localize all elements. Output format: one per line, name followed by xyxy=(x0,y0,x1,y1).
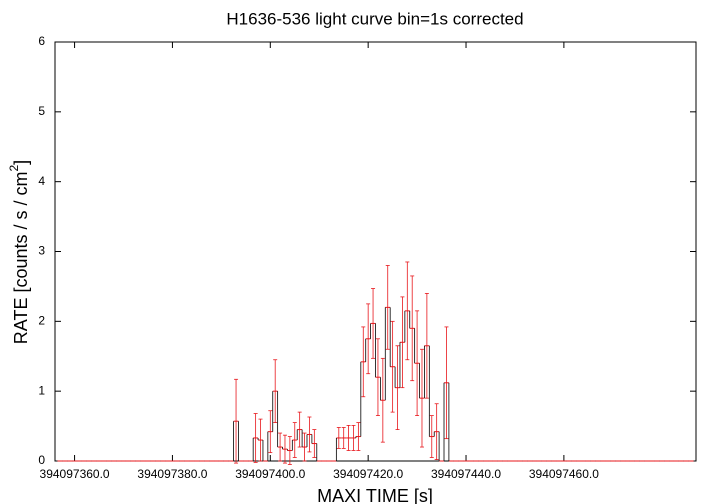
data-point xyxy=(399,296,405,389)
data-point xyxy=(365,303,371,375)
data-point xyxy=(424,292,430,399)
data-point xyxy=(385,265,391,350)
x-axis-label: MAXI TIME [s] xyxy=(317,486,433,504)
data-point xyxy=(292,422,298,458)
data-point xyxy=(419,348,425,448)
data-point xyxy=(404,261,410,361)
x-tick-label: 394097380.0 xyxy=(137,467,207,481)
data-point xyxy=(355,422,361,451)
data-point xyxy=(370,288,376,359)
y-tick-label: 5 xyxy=(38,104,45,118)
data-point xyxy=(233,378,239,464)
data-point xyxy=(258,418,263,462)
y-axis-label: RATE [counts / s / cm2] xyxy=(7,160,31,344)
data-point xyxy=(336,427,342,449)
data-point xyxy=(395,345,400,430)
x-tick-label: 394097440.0 xyxy=(431,467,501,481)
chart-title: H1636-536 light curve bin=1s corrected xyxy=(226,9,523,28)
data-point xyxy=(409,275,415,382)
data-point xyxy=(297,411,303,448)
y-axis-label-main: RATE [counts / s / cm xyxy=(11,171,31,344)
data-point xyxy=(380,357,386,443)
data-point xyxy=(351,424,356,451)
x-tick-label: 394097460.0 xyxy=(529,467,599,481)
data-point xyxy=(287,436,293,465)
data-point xyxy=(360,326,366,398)
y-tick-label: 1 xyxy=(38,383,45,397)
data-point xyxy=(444,326,449,440)
data-point xyxy=(306,416,312,453)
data-point xyxy=(267,410,273,454)
plot-frame xyxy=(54,41,697,462)
data-point xyxy=(311,429,317,458)
y-tick-label: 3 xyxy=(38,244,45,258)
x-tick-label: 394097400.0 xyxy=(235,467,305,481)
data-point xyxy=(272,359,278,423)
data-point xyxy=(390,320,396,413)
data-point xyxy=(434,403,440,461)
data-point xyxy=(375,338,381,417)
x-tick-label: 394097360.0 xyxy=(40,467,110,481)
x-tick-label: 394097420.0 xyxy=(333,467,403,481)
data-point xyxy=(346,424,352,451)
y-tick-label: 2 xyxy=(38,314,45,328)
data-point xyxy=(302,432,307,462)
y-axis-label-end: ] xyxy=(11,160,31,165)
y-tick-label: 6 xyxy=(38,34,45,48)
data-point xyxy=(414,310,420,417)
y-tick-label: 0 xyxy=(38,453,45,467)
data-point xyxy=(341,427,347,449)
data-point xyxy=(282,434,288,464)
y-tick-label: 4 xyxy=(38,174,45,188)
data-point xyxy=(277,432,283,462)
y-axis-label-sup: 2 xyxy=(7,164,21,171)
data-point xyxy=(429,415,435,458)
data-point xyxy=(253,413,259,463)
